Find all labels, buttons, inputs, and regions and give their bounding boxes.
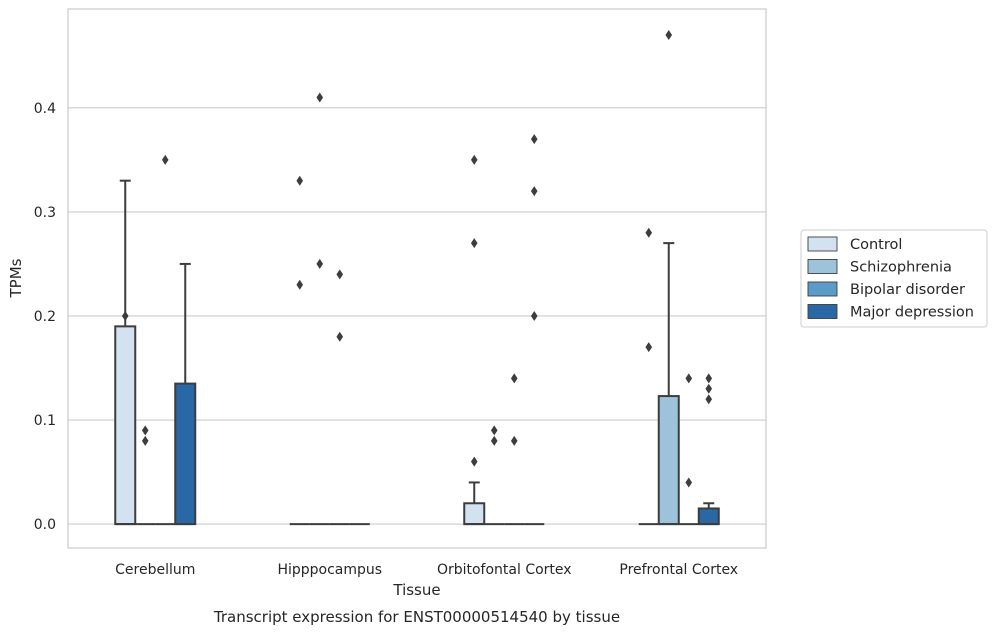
- legend: Control Schizophrenia Bipolar disorder Majo…: [800, 229, 988, 328]
- x-tick-label: Hipppocampus: [277, 562, 382, 578]
- box-2-2: [504, 373, 525, 526]
- outlier-point: [316, 92, 324, 103]
- outlier-point: [645, 342, 653, 353]
- outlier-point: [705, 383, 713, 394]
- outlier-point: [336, 269, 344, 280]
- outlier-point: [161, 154, 169, 165]
- outlier-point: [490, 435, 498, 446]
- y-tick-label: 0.3: [34, 205, 56, 221]
- outlier-point: [685, 373, 693, 384]
- box-0-1: [135, 425, 156, 526]
- box-body: [114, 325, 137, 526]
- y-tick-label: 0.0: [34, 517, 56, 533]
- outlier-point: [470, 238, 478, 249]
- outlier-point: [530, 134, 538, 145]
- y-tick-labels: 0.0 0.1 0.2 0.3 0.4: [34, 101, 56, 533]
- x-tick-label: Cerebellum: [115, 562, 195, 578]
- box-body: [697, 507, 720, 526]
- outlier-point: [121, 310, 129, 321]
- legend-swatch: [807, 304, 838, 319]
- box-body: [657, 395, 680, 526]
- outlier-point: [470, 456, 478, 467]
- box-body: [174, 382, 197, 526]
- legend-frame: [800, 229, 988, 328]
- legend-swatch: [807, 259, 838, 274]
- outlier-point: [296, 175, 304, 186]
- box-1-1: [309, 92, 330, 526]
- legend-label: Bipolar disorder: [850, 282, 965, 298]
- outlier-point: [645, 227, 653, 238]
- box-0-0: [114, 179, 137, 526]
- y-axis-label: TPMs: [7, 258, 25, 298]
- outlier-point: [665, 30, 673, 41]
- plot-frame: [67, 8, 767, 549]
- x-tick-label: Orbitofontal Cortex: [437, 562, 572, 578]
- box-body: [463, 502, 486, 526]
- outlier-point: [316, 258, 324, 269]
- x-tick-labels: Cerebellum Hipppocampus Orbitofontal Corte…: [115, 562, 738, 578]
- legend-label: Control: [850, 237, 902, 253]
- box-groups: [114, 30, 720, 526]
- outlier-point: [510, 435, 518, 446]
- chart-caption: Transcript expression for ENST0000051454…: [213, 608, 620, 626]
- outlier-point: [530, 310, 538, 321]
- outlier-point: [470, 154, 478, 165]
- y-tick-label: 0.1: [34, 413, 56, 429]
- box-1-0: [289, 175, 310, 526]
- outlier-point: [141, 435, 149, 446]
- box-3-1: [657, 30, 680, 526]
- x-axis-label: Tissue: [392, 581, 440, 599]
- box-2-1: [484, 425, 505, 526]
- outlier-point: [685, 477, 693, 488]
- y-tick-label: 0.2: [34, 309, 56, 325]
- box-3-0: [638, 227, 659, 526]
- outlier-point: [141, 425, 149, 436]
- legend-label: Schizophrenia: [850, 260, 952, 276]
- box-2-3: [524, 134, 545, 526]
- outlier-point: [705, 373, 713, 384]
- outlier-point: [490, 425, 498, 436]
- box-0-3: [174, 262, 197, 526]
- x-tick-label: Prefrontal Cortex: [619, 562, 738, 578]
- outlier-point: [530, 186, 538, 197]
- legend-label: Major depression: [850, 305, 974, 321]
- box-3-2: [678, 373, 699, 526]
- box-1-2: [329, 269, 350, 526]
- outlier-point: [510, 373, 518, 384]
- y-tick-label: 0.4: [34, 101, 56, 117]
- outlier-point: [296, 279, 304, 290]
- box-3-3: [697, 373, 720, 526]
- box-0-2: [155, 154, 176, 526]
- outlier-point: [705, 394, 713, 405]
- outlier-point: [336, 331, 344, 342]
- box-2-0: [463, 154, 486, 526]
- legend-swatch: [807, 236, 838, 252]
- legend-swatch: [807, 281, 838, 297]
